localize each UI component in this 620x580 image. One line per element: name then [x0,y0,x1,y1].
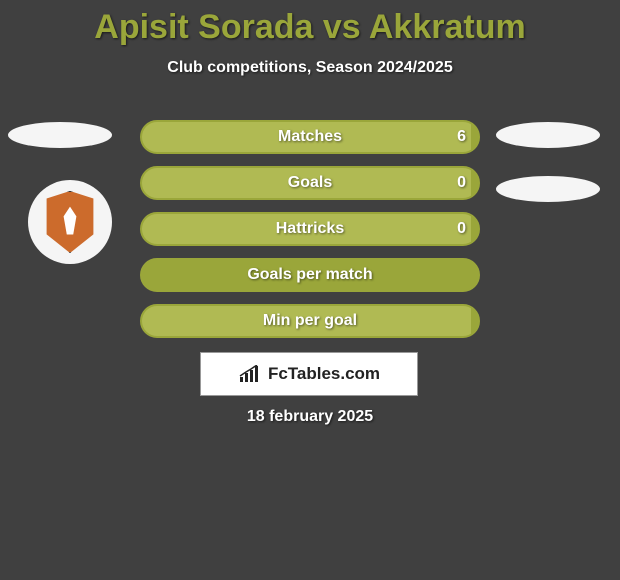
player2-avatar-placeholder [496,122,600,148]
stat-label: Hattricks [142,214,478,244]
stat-row-hattricks: Hattricks 0 [140,212,480,246]
stat-right-value: 0 [457,214,466,244]
stat-row-goals-per-match: Goals per match [140,258,480,292]
stat-row-min-per-goal: Min per goal [140,304,480,338]
stats-container: Matches 6 Goals 0 Hattricks 0 Goals per … [140,120,480,350]
player2-club-placeholder [496,176,600,202]
stat-label: Goals per match [142,260,478,290]
date-label: 18 february 2025 [0,408,620,426]
stat-label: Goals [142,168,478,198]
stat-row-goals: Goals 0 [140,166,480,200]
stat-label: Matches [142,122,478,152]
page-title: Apisit Sorada vs Akkratum [0,0,620,47]
stat-right-value: 6 [457,122,466,152]
brand-text: FcTables.com [268,364,380,384]
brand-box: FcTables.com [200,352,418,396]
player1-avatar-placeholder [8,122,112,148]
subtitle: Club competitions, Season 2024/2025 [0,59,620,77]
stat-label: Min per goal [142,306,478,336]
chart-icon [238,365,262,383]
player1-club-badge [28,180,112,264]
shield-icon [44,191,96,253]
stat-row-matches: Matches 6 [140,120,480,154]
stat-right-value: 0 [457,168,466,198]
